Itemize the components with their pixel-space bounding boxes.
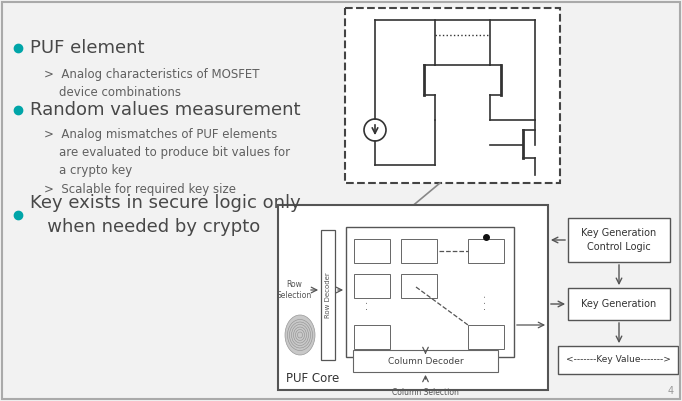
Text: 1,1: 1,1 bbox=[366, 247, 379, 255]
FancyBboxPatch shape bbox=[354, 274, 390, 298]
FancyBboxPatch shape bbox=[468, 239, 504, 263]
Text: PUF element: PUF element bbox=[30, 39, 145, 57]
Text: >  Analog characteristics of MOSFET
    device combinations: > Analog characteristics of MOSFET devic… bbox=[44, 68, 259, 99]
FancyBboxPatch shape bbox=[353, 350, 498, 372]
Text: Row
Selection: Row Selection bbox=[276, 280, 312, 300]
FancyBboxPatch shape bbox=[354, 325, 390, 349]
Text: >  Scalable for required key size: > Scalable for required key size bbox=[44, 183, 236, 196]
Text: 2,1: 2,1 bbox=[366, 282, 379, 290]
FancyBboxPatch shape bbox=[568, 218, 670, 262]
Text: 1,2: 1,2 bbox=[413, 247, 426, 255]
Circle shape bbox=[364, 119, 386, 141]
Text: Column Selection: Column Selection bbox=[392, 388, 459, 397]
Text: Random values measurement: Random values measurement bbox=[30, 101, 301, 119]
Text: Control Logic: Control Logic bbox=[587, 242, 651, 252]
Text: >  Analog mismatches of PUF elements
    are evaluated to produce bit values for: > Analog mismatches of PUF elements are … bbox=[44, 128, 290, 177]
FancyBboxPatch shape bbox=[354, 239, 390, 263]
FancyBboxPatch shape bbox=[568, 288, 670, 320]
Text: 2,2: 2,2 bbox=[413, 282, 426, 290]
Text: Key exists in secure logic only
   when needed by crypto: Key exists in secure logic only when nee… bbox=[30, 194, 301, 236]
Text: 1,16: 1,16 bbox=[477, 247, 495, 255]
Text: Key Generation: Key Generation bbox=[581, 228, 657, 238]
Text: · · ·: · · · bbox=[481, 294, 491, 310]
FancyBboxPatch shape bbox=[321, 230, 335, 360]
Text: <-------Key Value------->: <-------Key Value-------> bbox=[565, 356, 670, 365]
FancyBboxPatch shape bbox=[401, 274, 437, 298]
FancyBboxPatch shape bbox=[345, 8, 560, 183]
FancyBboxPatch shape bbox=[278, 205, 548, 390]
FancyBboxPatch shape bbox=[468, 325, 504, 349]
FancyBboxPatch shape bbox=[346, 227, 514, 357]
Text: Column Decoder: Column Decoder bbox=[387, 356, 463, 365]
Text: 16,1: 16,1 bbox=[363, 332, 381, 342]
Ellipse shape bbox=[285, 315, 315, 355]
Text: 4: 4 bbox=[668, 386, 674, 396]
Text: Key Generation: Key Generation bbox=[581, 299, 657, 309]
Text: 16,16: 16,16 bbox=[474, 332, 498, 342]
FancyBboxPatch shape bbox=[401, 239, 437, 263]
FancyBboxPatch shape bbox=[558, 346, 678, 374]
Text: Row Decoder: Row Decoder bbox=[325, 272, 331, 318]
Text: · · ·: · · · bbox=[363, 294, 373, 310]
Text: PUF Core: PUF Core bbox=[286, 372, 339, 385]
